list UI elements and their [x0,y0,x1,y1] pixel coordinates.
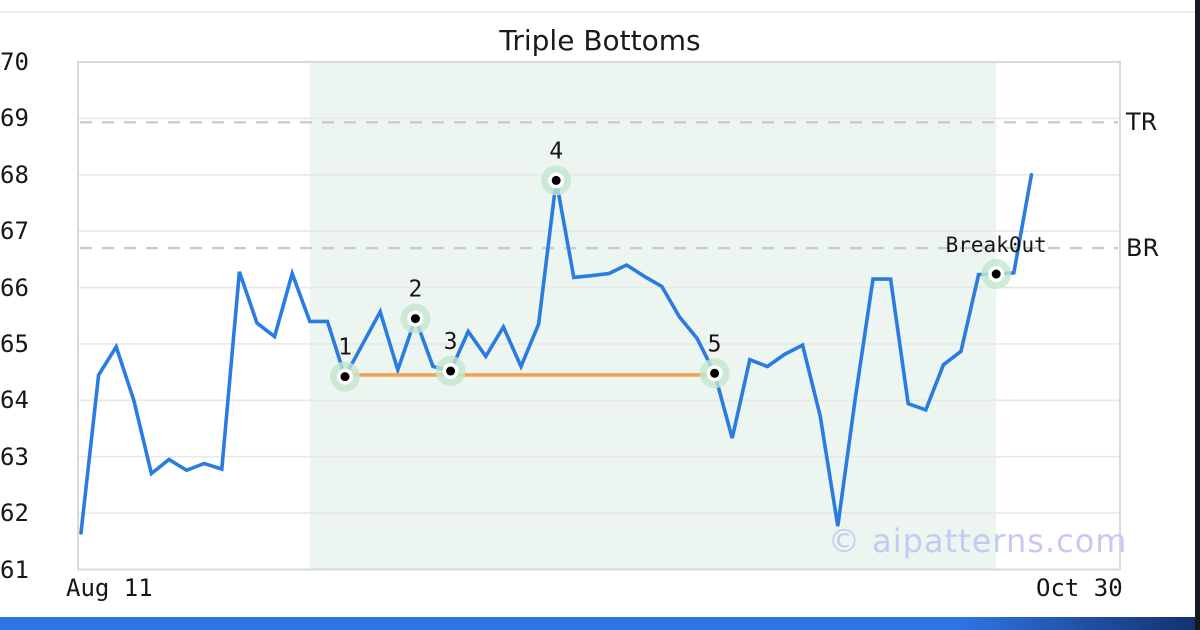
marker-5: 5 [699,331,730,389]
marker-dot [710,368,720,378]
marker-label-4: 4 [549,138,563,164]
y-tick-label-69: 69 [0,104,29,133]
y-tick-label-68: 68 [0,160,29,189]
bottom-accent-bar [0,617,1200,630]
marker-Break0ut: Break0ut [946,233,1047,290]
y-tick-label-66: 66 [0,273,29,302]
y-tick-label-70: 70 [0,48,29,76]
target-rate-label: TR [1126,108,1158,136]
y-tick-label-64: 64 [0,386,29,415]
price-line [79,173,1034,535]
marker-label-1: 1 [338,335,352,361]
marker-dot [551,175,561,185]
marker-label-2: 2 [408,277,422,303]
y-tick-label-62: 62 [0,499,29,528]
y-tick-label-61: 61 [0,555,29,584]
right-edge-border [1195,0,1200,630]
marker-3: 3 [435,329,466,387]
marker-2: 2 [400,277,431,334]
marker-dot [340,372,350,382]
marker-label-5: 5 [708,331,722,357]
watermark: © aipatterns.com [828,522,1128,560]
marker-4: 4 [541,138,572,196]
y-tick-label-63: 63 [0,442,29,471]
y-tick-label-65: 65 [0,329,29,358]
marker-dot [991,269,1001,279]
chart-title: Triple Bottoms [499,24,701,57]
marker-dot [446,366,456,376]
x-axis-end-label: Oct 30 [1036,574,1123,602]
x-axis-start-label: Aug 11 [66,574,153,602]
marker-label-3: 3 [444,329,458,355]
y-tick-label-67: 67 [0,217,29,246]
marker-dot [410,314,420,324]
plot-border [77,61,1121,571]
marker-label-Break0ut: Break0ut [946,233,1047,257]
top-border [0,11,1200,13]
breakout-rate-label: BR [1126,234,1160,262]
marker-1: 1 [330,335,360,392]
